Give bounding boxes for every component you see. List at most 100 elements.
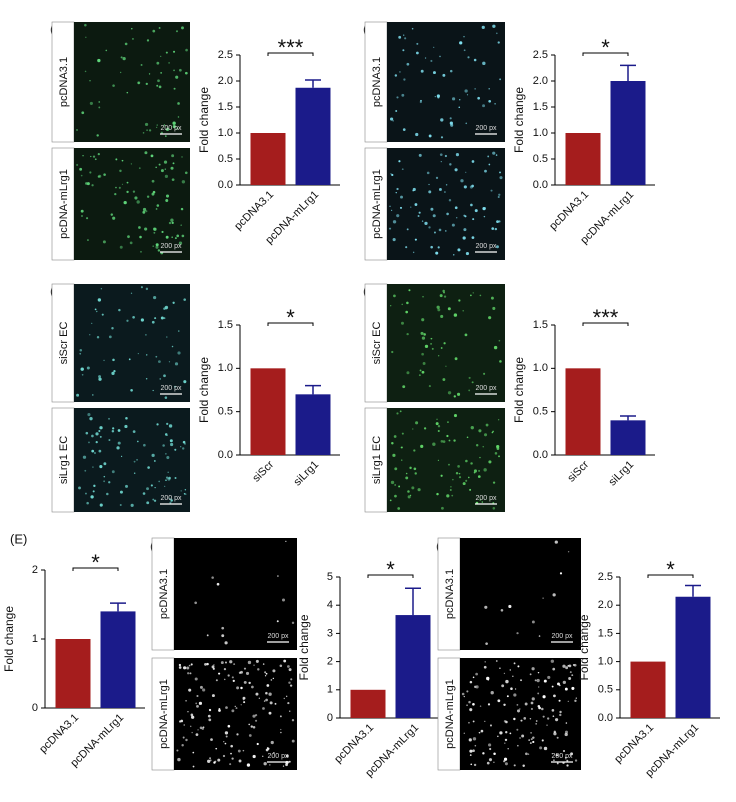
cell (76, 393, 80, 397)
cell (557, 682, 560, 686)
cell (493, 761, 495, 763)
cell (213, 761, 216, 764)
cell (566, 764, 569, 767)
cell (479, 456, 481, 459)
cell (531, 620, 535, 624)
cell (517, 744, 519, 747)
cell (165, 199, 169, 202)
cell (498, 455, 500, 458)
cell (562, 680, 566, 685)
cell (458, 106, 461, 109)
cell (240, 686, 243, 690)
cell (173, 87, 176, 90)
cell (84, 70, 87, 73)
cell (263, 700, 266, 702)
cell (464, 333, 468, 337)
cell (266, 747, 269, 749)
cell (119, 490, 123, 494)
cell (396, 96, 399, 99)
scale-label: 200 px (475, 125, 497, 132)
cell (272, 751, 275, 754)
cell (96, 134, 99, 137)
cell (497, 41, 500, 44)
cell (514, 688, 517, 690)
cell (562, 749, 566, 753)
cell (440, 118, 444, 122)
cell (464, 89, 468, 93)
cell (482, 446, 484, 448)
cell (436, 418, 438, 420)
cell (164, 485, 166, 488)
cell (453, 439, 456, 442)
cell (165, 194, 170, 198)
cell (176, 127, 179, 130)
cell (177, 757, 181, 762)
cell (168, 424, 173, 428)
cell (463, 35, 465, 38)
micrograph (387, 22, 505, 142)
cell (401, 303, 403, 306)
cell (166, 422, 169, 425)
cell (211, 576, 214, 579)
cell (527, 753, 530, 755)
cell (99, 426, 103, 430)
significance-label: * (601, 35, 610, 60)
y-tick-label: 1.0 (218, 362, 233, 374)
cell (428, 134, 432, 138)
cell (285, 763, 288, 767)
cell (177, 102, 180, 105)
cell (574, 699, 577, 703)
cell (499, 171, 501, 174)
cell (144, 122, 149, 127)
cell (404, 37, 407, 40)
cell (145, 378, 148, 380)
cell (444, 154, 448, 158)
cell (148, 129, 152, 132)
cell (496, 245, 499, 249)
image-label: pcDNA-mLrg1 (58, 169, 70, 239)
cell (189, 672, 192, 675)
cell (192, 765, 195, 768)
cell (178, 720, 182, 723)
y-tick-label: 1.5 (533, 319, 548, 331)
cell (480, 729, 484, 733)
cell (406, 371, 410, 375)
cell (552, 593, 556, 597)
cell (236, 733, 239, 736)
cell (178, 666, 182, 669)
cell (92, 466, 94, 468)
y-tick-label: 0 (32, 702, 38, 714)
cell (438, 355, 440, 357)
cell (145, 287, 149, 291)
cell (171, 236, 174, 239)
cell (232, 679, 235, 683)
cell (89, 334, 91, 336)
cell (89, 80, 91, 82)
cell (574, 759, 578, 762)
cell (459, 41, 463, 45)
y-tick-label: 0.5 (598, 684, 613, 696)
cell (133, 472, 136, 474)
cell (418, 211, 421, 214)
cell (421, 318, 425, 322)
cell (405, 476, 409, 480)
cell (440, 474, 443, 477)
cell (449, 163, 452, 166)
y-tick-label: 0.0 (598, 712, 613, 724)
cell (235, 707, 238, 710)
cell (446, 434, 449, 438)
cell (213, 664, 215, 666)
cell (523, 717, 527, 720)
cell (484, 169, 487, 173)
cell (175, 75, 179, 79)
cell (93, 484, 96, 488)
cell (119, 169, 122, 173)
cell (178, 68, 182, 72)
cell (98, 377, 102, 381)
cell (457, 248, 461, 252)
cell (391, 173, 394, 177)
cell (151, 192, 155, 196)
scale-label: 200 px (160, 495, 182, 502)
cell (280, 728, 282, 731)
cell (490, 691, 494, 695)
